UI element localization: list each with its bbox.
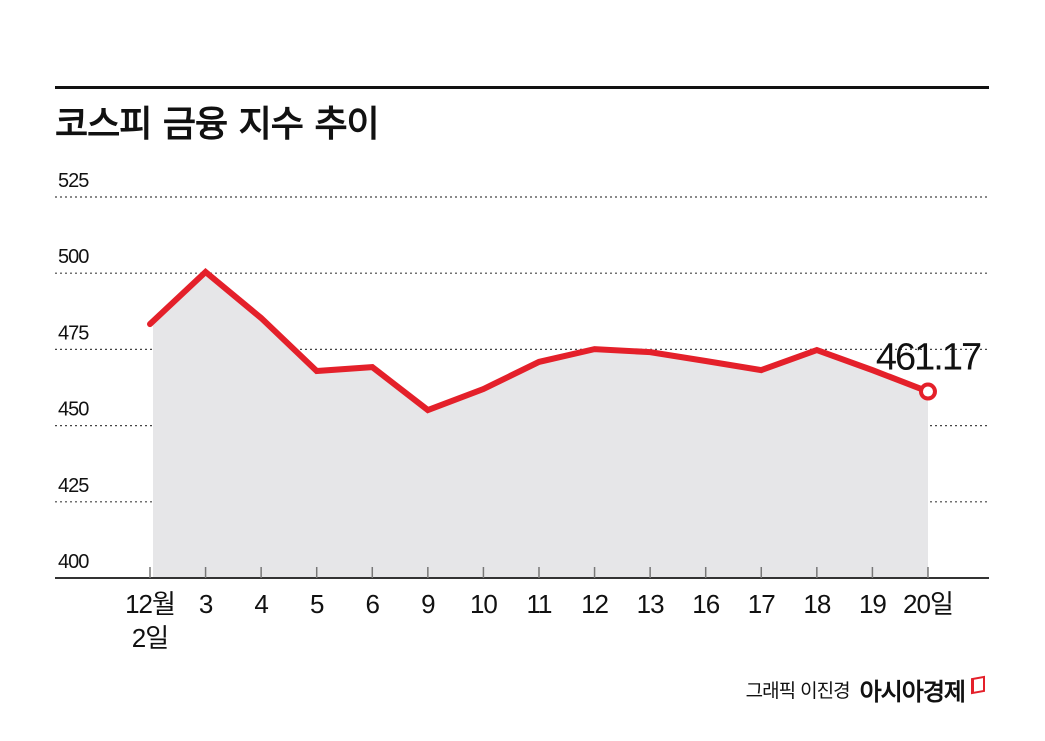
svg-text:4: 4 — [254, 589, 268, 619]
svg-text:525: 525 — [58, 170, 89, 192]
index-line — [147, 267, 931, 414]
y-axis-labels: 400 425 450 475 500 525 — [58, 170, 90, 573]
svg-text:16: 16 — [692, 589, 719, 619]
svg-text:12월: 12월 — [125, 589, 175, 619]
last-point-marker — [918, 382, 937, 401]
svg-text:9: 9 — [421, 589, 435, 619]
x-axis-labels: 12월 2일 3 4 5 6 9 10 11 12 13 16 17 18 19 20일 — [125, 589, 954, 653]
area-fill — [153, 271, 928, 578]
svg-text:500: 500 — [58, 246, 89, 268]
svg-text:20일: 20일 — [903, 589, 953, 619]
svg-text:2일: 2일 — [132, 623, 168, 653]
svg-text:425: 425 — [58, 475, 89, 497]
svg-text:18: 18 — [803, 589, 830, 619]
last-value-callout: 461.17 — [876, 337, 981, 379]
chart-title: 코스피 금융 지수 추이 — [55, 104, 380, 145]
graphic-credit: 그래픽 이진경 — [745, 680, 851, 702]
svg-text:5: 5 — [310, 589, 324, 619]
svg-text:13: 13 — [637, 589, 664, 619]
credit-block: 그래픽 이진경 아시아경제 — [746, 672, 985, 707]
svg-text:19: 19 — [859, 589, 886, 619]
x-axis-ticks — [149, 567, 929, 578]
top-rule — [55, 86, 989, 89]
svg-text:400: 400 — [58, 551, 89, 573]
svg-text:3: 3 — [199, 589, 213, 619]
svg-text:12: 12 — [581, 589, 608, 619]
brand-logo-text: 아시아경제 — [859, 678, 966, 706]
svg-text:10: 10 — [470, 589, 497, 619]
svg-text:6: 6 — [366, 589, 380, 619]
svg-text:475: 475 — [58, 322, 89, 344]
svg-text:11: 11 — [526, 589, 552, 619]
brand-logo-icon — [971, 675, 985, 694]
svg-text:450: 450 — [58, 399, 89, 421]
svg-text:17: 17 — [748, 589, 775, 619]
